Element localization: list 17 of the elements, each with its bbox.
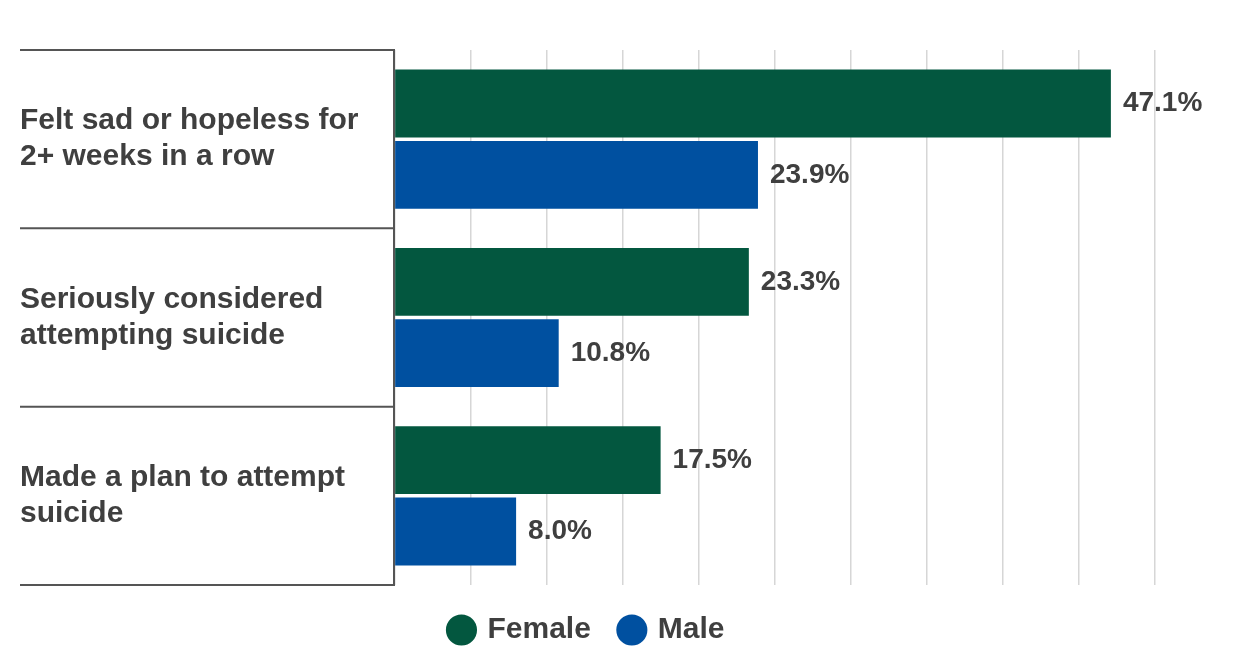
bar — [395, 69, 1111, 138]
data-label: 8.0% — [528, 514, 593, 546]
bar — [395, 247, 749, 316]
bar — [395, 319, 559, 388]
data-label: 23.3% — [760, 264, 841, 296]
y-tick-label: Made a plan to attempt suicide — [20, 459, 346, 529]
y-tick-label: Seriously considered attempting suicide — [20, 280, 324, 350]
bar — [395, 497, 517, 566]
bar — [395, 140, 758, 209]
data-label: 17.5% — [672, 442, 753, 474]
y-tick-label: Felt sad or hopeless for 2+ weeks in a row — [20, 102, 359, 172]
data-label: 23.9% — [769, 157, 850, 189]
data-label: 47.1% — [1122, 86, 1203, 118]
data-label: 10.8% — [570, 335, 651, 367]
legend-label: Female — [487, 611, 591, 645]
bar — [395, 426, 661, 495]
legend-label: Male — [657, 611, 725, 645]
